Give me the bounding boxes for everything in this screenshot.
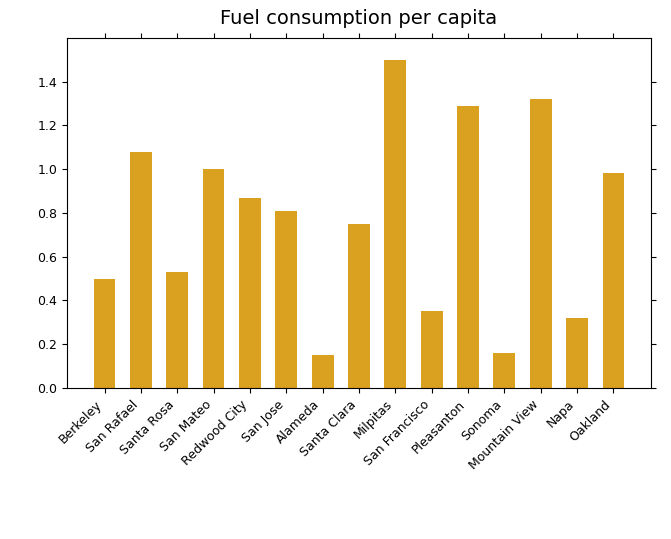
Bar [166, 272, 188, 388]
Bar [239, 198, 261, 388]
Title: Fuel consumption per capita: Fuel consumption per capita [220, 9, 498, 28]
Bar [603, 174, 624, 388]
Bar [530, 99, 552, 388]
Bar [94, 279, 115, 388]
Bar [348, 224, 370, 388]
Bar [493, 353, 515, 388]
Bar [384, 60, 406, 388]
Bar [566, 318, 588, 388]
Bar [312, 355, 333, 388]
Bar [275, 211, 297, 388]
Bar [203, 169, 225, 388]
Bar [457, 106, 479, 388]
Bar [421, 312, 443, 388]
Bar [130, 151, 152, 388]
